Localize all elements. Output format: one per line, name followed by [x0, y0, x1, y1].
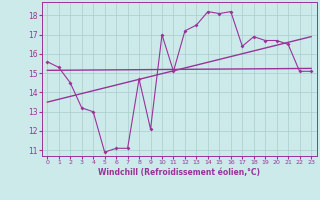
- X-axis label: Windchill (Refroidissement éolien,°C): Windchill (Refroidissement éolien,°C): [98, 168, 260, 177]
